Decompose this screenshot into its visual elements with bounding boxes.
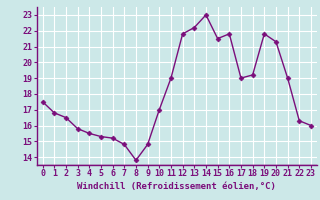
X-axis label: Windchill (Refroidissement éolien,°C): Windchill (Refroidissement éolien,°C) [77,182,276,191]
